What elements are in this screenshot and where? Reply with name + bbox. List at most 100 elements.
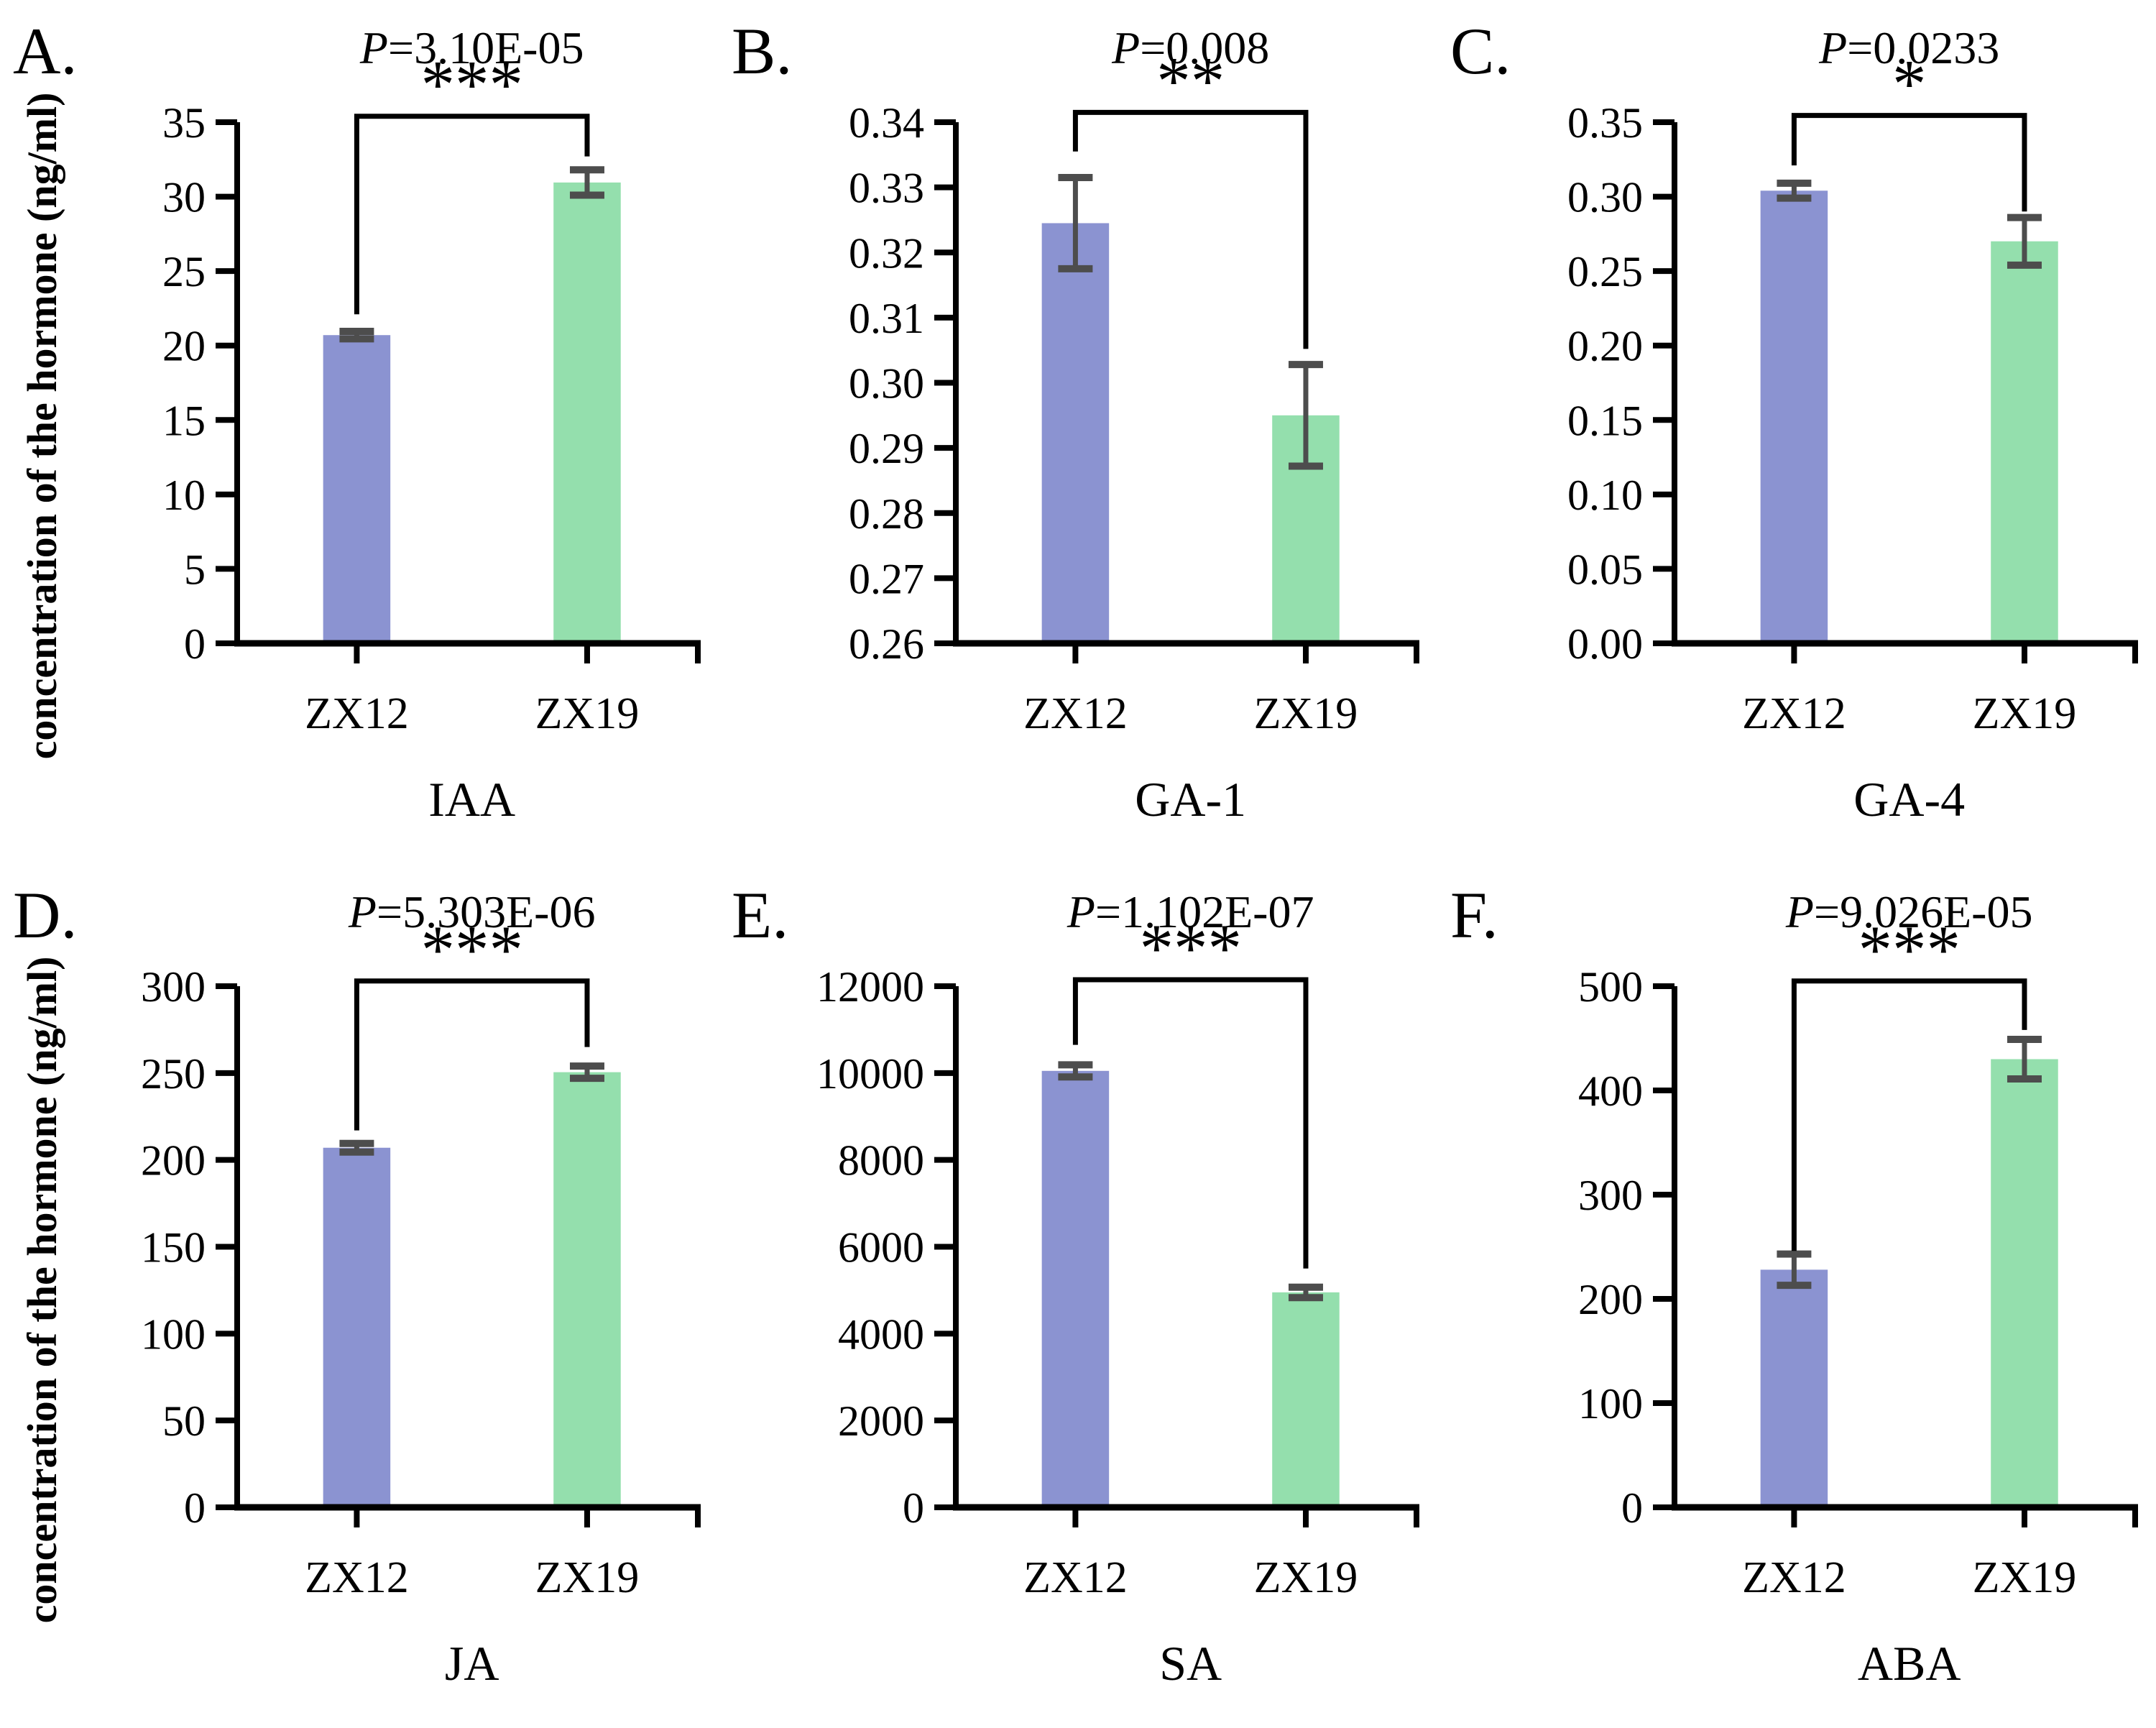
y-tick-label: 8000 xyxy=(838,1137,924,1185)
y-tick-label: 0.31 xyxy=(849,295,924,342)
x-axis xyxy=(234,640,701,663)
panel-letter: B. xyxy=(732,14,792,88)
y-tick-label: 500 xyxy=(1578,963,1643,1011)
x-axis xyxy=(1672,640,2138,663)
hormone-label: GA-1 xyxy=(1135,772,1246,827)
panel-letter: C. xyxy=(1450,14,1511,88)
panel-ja: D. P=5.303E-06 0 50 100 150 200 250 300 *** ZX12 ZX… xyxy=(0,864,719,1728)
y-tick-label: 0.20 xyxy=(1567,323,1643,370)
error-bar-zx12 xyxy=(1058,1061,1093,1081)
error-bar-zx12 xyxy=(1777,179,1812,202)
panel-letter: E. xyxy=(732,878,788,952)
y-tick-label: 6000 xyxy=(838,1224,924,1272)
y-axis xyxy=(216,119,240,646)
x-axis xyxy=(234,1504,701,1527)
significance-stars: *** xyxy=(420,47,523,123)
hormone-label: ABA xyxy=(1858,1636,1961,1691)
bar-zx19-aba xyxy=(1991,1059,2058,1507)
y-tick-label: 300 xyxy=(141,963,206,1011)
panel-ga4: C. P=0.0233 0.00 0.05 0.10 0.15 0.20 0.25 0.30 0.… xyxy=(1437,0,2156,864)
hormone-label: IAA xyxy=(428,772,515,827)
significance-bracket xyxy=(354,978,590,1131)
bar-zx12-ja xyxy=(323,1147,391,1507)
p-value-title: P=5.303E-06 xyxy=(348,886,596,937)
panel-sa-chart: E. P=1.102E-07 0 2000 4000 6000 8000 10000 12000… xyxy=(732,878,1419,1691)
panel-iaa-chart: A. P=3.10E-05 0 5 10 15 20 25 30 35 *** ZX12 ZX19 IAA… xyxy=(13,14,701,827)
x-axis xyxy=(953,1504,1419,1527)
error-bar-zx19 xyxy=(2007,213,2042,269)
y-tick-label: 0.05 xyxy=(1567,546,1643,593)
x-tick-label-zx19: ZX19 xyxy=(1973,689,2077,738)
y-tick-label: 15 xyxy=(162,397,206,444)
error-bar-zx12 xyxy=(1777,1250,1812,1290)
y-tick-label: 300 xyxy=(1578,1172,1643,1219)
x-tick-label-zx19: ZX19 xyxy=(535,1553,640,1602)
p-value-title: P=1.102E-07 xyxy=(1067,886,1314,937)
y-tick-label: 0.29 xyxy=(849,425,924,472)
significance-bracket xyxy=(354,114,590,315)
y-tick-label: 250 xyxy=(141,1050,206,1098)
x-tick-label-zx12: ZX12 xyxy=(1742,689,1846,738)
panel-ga4-chart: C. P=0.0233 0.00 0.05 0.10 0.15 0.20 0.25 0.30 0.… xyxy=(1450,14,2138,827)
x-tick-label-zx12: ZX12 xyxy=(1023,689,1128,738)
panel-letter: A. xyxy=(13,14,77,88)
y-tick-label: 0 xyxy=(184,620,206,668)
y-tick-label: 10 xyxy=(162,472,206,519)
significance-bracket xyxy=(1072,977,1309,1269)
error-bar-zx19 xyxy=(569,1062,604,1083)
y-axis xyxy=(934,983,959,1510)
bar-zx12-sa xyxy=(1041,1070,1110,1507)
panel-aba: F. P=9.026E-05 0 100 200 300 400 500 *** ZX12 ZX19… xyxy=(1437,864,2156,1728)
x-tick-label-zx19: ZX19 xyxy=(1973,1553,2077,1602)
error-bar-zx12 xyxy=(1058,174,1093,272)
bar-zx12-ga-4 xyxy=(1760,190,1828,643)
y-tick-label: 0 xyxy=(1621,1484,1643,1532)
y-axis-title: concentration of the hormone (ng/ml) xyxy=(19,93,65,760)
hormone-label: JA xyxy=(445,1636,499,1691)
error-bar-zx12 xyxy=(339,1139,374,1156)
error-bar-zx12 xyxy=(339,328,374,343)
y-tick-label: 400 xyxy=(1578,1067,1643,1115)
x-tick-label-zx12: ZX12 xyxy=(305,689,409,738)
significance-bracket xyxy=(1791,978,2027,1251)
panel-letter: F. xyxy=(1450,878,1498,952)
error-bar-zx19 xyxy=(569,166,604,199)
y-axis xyxy=(1653,119,1677,646)
y-tick-label: 0.32 xyxy=(849,229,924,277)
x-tick-label-zx19: ZX19 xyxy=(1254,1553,1358,1602)
bar-zx12-iaa xyxy=(323,335,391,643)
p-value-title: P=9.026E-05 xyxy=(1785,886,2033,937)
panel-iaa: A. P=3.10E-05 0 5 10 15 20 25 30 35 *** ZX12 ZX19 IAA… xyxy=(0,0,719,864)
x-tick-label-zx19: ZX19 xyxy=(1254,689,1358,738)
x-axis xyxy=(1672,1504,2138,1527)
y-tick-label: 35 xyxy=(162,99,206,147)
y-tick-label: 200 xyxy=(141,1137,206,1185)
bar-zx12-ga-1 xyxy=(1041,223,1110,643)
y-tick-label: 0.25 xyxy=(1567,248,1643,295)
y-tick-label: 0.26 xyxy=(849,620,924,668)
y-tick-label: 0.34 xyxy=(849,99,924,147)
y-tick-label: 150 xyxy=(141,1224,206,1272)
y-axis xyxy=(934,119,959,646)
bar-zx19-ja xyxy=(553,1072,621,1507)
panel-ja-chart: D. P=5.303E-06 0 50 100 150 200 250 300 *** ZX12 ZX… xyxy=(13,878,701,1691)
bar-zx19-sa xyxy=(1272,1292,1340,1507)
y-tick-label: 20 xyxy=(162,323,206,370)
y-tick-label: 5 xyxy=(184,546,206,593)
p-value-title: P=0.0233 xyxy=(1818,22,1999,73)
x-tick-label-zx19: ZX19 xyxy=(535,689,640,738)
significance-stars: *** xyxy=(1139,910,1242,986)
panel-ga1-chart: B. P=0.008 0.26 0.27 0.28 0.29 0.30 0.31 0.32 0.3… xyxy=(732,14,1419,827)
panel-ga1: B. P=0.008 0.26 0.27 0.28 0.29 0.30 0.31 0.32 0.3… xyxy=(719,0,1437,864)
x-axis xyxy=(953,640,1419,663)
y-tick-label: 0.35 xyxy=(1567,99,1643,147)
significance-stars: * xyxy=(1892,46,1927,122)
y-tick-label: 200 xyxy=(1578,1276,1643,1323)
p-value-title: P=0.008 xyxy=(1111,22,1269,73)
y-axis xyxy=(216,983,240,1510)
panel-aba-chart: F. P=9.026E-05 0 100 200 300 400 500 *** ZX12 ZX19… xyxy=(1450,878,2138,1691)
y-tick-label: 0.33 xyxy=(849,165,924,212)
p-value-title: P=3.10E-05 xyxy=(359,22,584,73)
y-tick-label: 100 xyxy=(1578,1380,1643,1428)
